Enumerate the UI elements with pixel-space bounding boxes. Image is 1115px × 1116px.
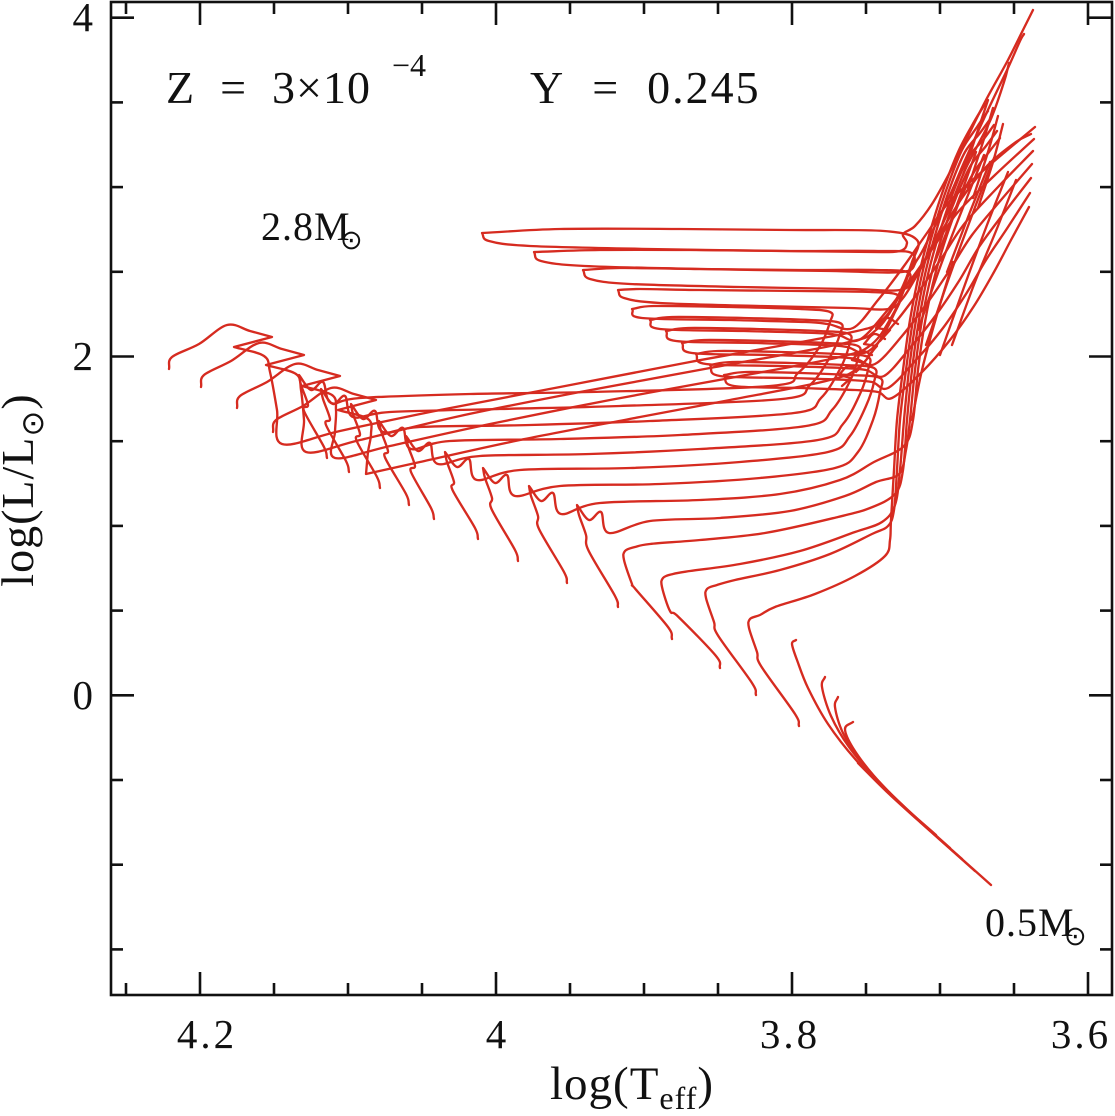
svg-text:2.8M: 2.8M [261, 204, 351, 249]
svg-text:Y = 0.245: Y = 0.245 [530, 62, 761, 113]
svg-text:4.2: 4.2 [177, 1011, 237, 1057]
svg-text:⊙: ⊙ [340, 225, 363, 255]
svg-text:2: 2 [73, 333, 94, 379]
svg-text:−4: −4 [392, 47, 426, 83]
svg-text:3.8: 3.8 [760, 1011, 820, 1057]
svg-text:Z = 3×10: Z = 3×10 [166, 62, 371, 113]
svg-text:4: 4 [486, 1011, 507, 1057]
svg-text:0: 0 [73, 672, 94, 718]
svg-text:0.5M: 0.5M [985, 900, 1075, 945]
svg-text:⊙: ⊙ [1064, 921, 1087, 951]
svg-text:3.6: 3.6 [1051, 1011, 1111, 1057]
svg-text:4: 4 [73, 0, 94, 40]
